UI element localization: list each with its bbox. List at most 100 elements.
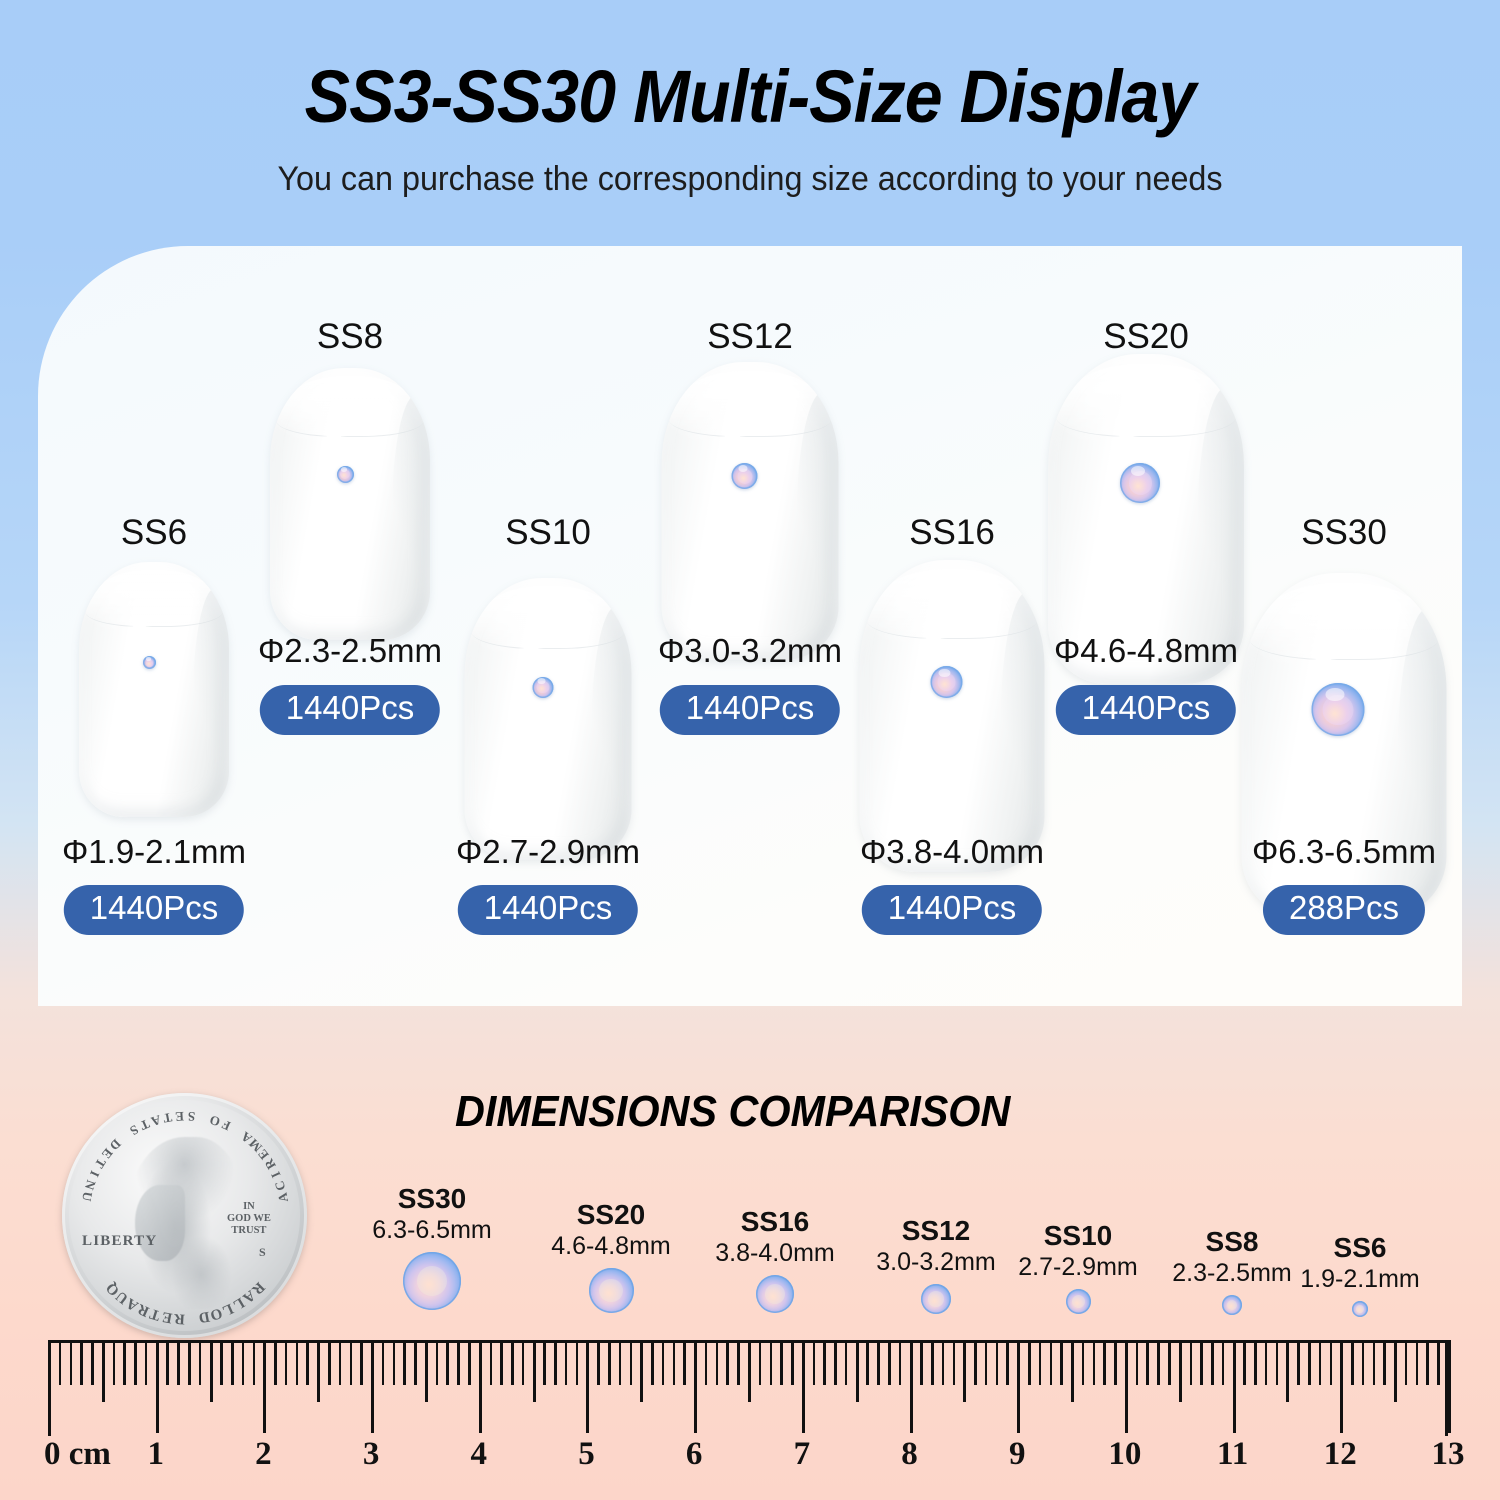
nail-dimension-label: Φ3.8-4.0mm — [859, 833, 1045, 870]
ruler-tick — [629, 1340, 633, 1385]
ruler-number: 12 — [1323, 1436, 1357, 1472]
ruler-tick — [844, 1340, 848, 1385]
ruler-tick — [1308, 1340, 1311, 1385]
ruler-tick — [974, 1340, 977, 1385]
nail-dimension-label: Φ6.3-6.5mm — [1251, 833, 1437, 870]
comparison-rhinestone-ss16 — [756, 1275, 794, 1313]
coin-motto-line-2: GOD WE — [227, 1213, 271, 1225]
ruler-tick — [381, 1340, 385, 1385]
nail-size-label: SS20 — [1103, 317, 1189, 356]
ruler-tick — [198, 1340, 202, 1385]
ruler-tick — [704, 1340, 708, 1385]
comparison-size-label: SS12 — [901, 1215, 971, 1246]
ruler-tick — [1394, 1340, 1398, 1402]
ruler-tick — [791, 1340, 794, 1385]
ruler-tick — [371, 1340, 375, 1433]
ruler-tick — [511, 1340, 514, 1385]
ruler-tick — [1038, 1340, 1042, 1385]
ruler-tick — [694, 1340, 698, 1433]
nail-tip-shape — [464, 578, 632, 860]
ruler-tick — [478, 1340, 482, 1433]
ruler-tick — [898, 1340, 902, 1385]
ruler-tick — [1383, 1340, 1386, 1385]
ruler-tick — [866, 1340, 869, 1385]
ruler-tick — [640, 1340, 644, 1402]
quantity-badge: 1440Pcs — [1055, 685, 1237, 735]
ruler-tick — [414, 1340, 417, 1385]
ruler-tick — [726, 1340, 729, 1385]
nail-size-label: SS8 — [316, 317, 384, 356]
ruler-number: 4 — [470, 1436, 488, 1472]
ruler-tick — [608, 1340, 611, 1385]
ruler-number: 1 — [147, 1436, 164, 1472]
coin-mintmark: S — [259, 1245, 266, 1259]
ruler-tick — [457, 1340, 460, 1385]
ruler-tick — [263, 1340, 267, 1433]
ruler-tick — [1135, 1340, 1139, 1385]
ruler-tick — [1081, 1340, 1085, 1385]
comparison-dimension-label: 2.3-2.5mm — [1172, 1259, 1292, 1287]
ruler-tick — [1060, 1340, 1063, 1385]
comparison-size-label: SS6 — [1333, 1232, 1387, 1263]
ruler-tick — [1329, 1340, 1333, 1385]
nail-highlight-glint — [327, 422, 341, 451]
page-title: SS3-SS30 Multi-Size Display — [304, 55, 1197, 138]
ruler-tick — [1178, 1340, 1182, 1402]
nail-dimension-label: Φ2.7-2.9mm — [455, 833, 641, 870]
ruler-tick — [1028, 1340, 1031, 1385]
nail-size-label: SS6 — [120, 513, 188, 552]
ruler-tick — [1404, 1340, 1408, 1385]
ruler-tick — [521, 1340, 525, 1385]
ruler-tick — [112, 1340, 116, 1385]
ruler-tick — [661, 1340, 665, 1385]
rhinestone-ss8 — [336, 465, 354, 483]
quantity-badge: 1440Pcs — [659, 685, 841, 735]
nail-highlight-glint — [724, 415, 741, 447]
nail-tip-shape — [1048, 354, 1244, 684]
nail-dimension-label: Φ2.3-2.5mm — [257, 632, 443, 669]
ruler-tick — [155, 1340, 159, 1433]
ruler-number: 13 — [1431, 1436, 1465, 1472]
nail-highlight-glint — [523, 631, 539, 661]
ruler-tick — [812, 1340, 816, 1385]
ruler-tick — [91, 1340, 94, 1385]
ruler-right-edge — [1445, 1340, 1448, 1436]
ruler-tick — [349, 1340, 353, 1385]
comparison-rhinestone-ss20 — [588, 1268, 634, 1313]
ruler-tick — [941, 1340, 945, 1385]
ruler-tick — [995, 1340, 999, 1385]
comparison-size-label: SS30 — [397, 1183, 467, 1214]
quantity-badge: 1440Pcs — [861, 885, 1043, 935]
comparison-dimension-label: 4.6-4.8mm — [551, 1232, 671, 1260]
ruler-tick — [618, 1340, 622, 1385]
ruler-tick — [58, 1340, 62, 1385]
ruler-tick — [1232, 1340, 1236, 1433]
nail-highlight-glint — [1117, 410, 1135, 445]
ruler-tick — [758, 1340, 762, 1385]
comparison-dimension-label: 3.0-3.2mm — [876, 1248, 996, 1276]
ruler-tick — [468, 1340, 471, 1385]
ruler-tick — [274, 1340, 277, 1385]
comparison-rhinestone-ss12 — [921, 1284, 951, 1314]
ruler-number: 3 — [362, 1436, 380, 1472]
ruler-tick — [532, 1340, 536, 1402]
page-header: SS3-SS30 Multi-Size Display You can purc… — [0, 0, 1500, 232]
ruler-tick — [1426, 1340, 1429, 1385]
comparison-size-label: SS10 — [1043, 1220, 1113, 1251]
ruler-tick — [295, 1340, 299, 1385]
ruler-tick — [424, 1340, 428, 1402]
nail-tip-shape — [270, 368, 430, 640]
comparison-item-ss12: SS12 3.0-3.2mm — [846, 1215, 1026, 1314]
nail-tip-surface — [1048, 354, 1244, 684]
page-subtitle: You can purchase the corresponding size … — [277, 160, 1223, 198]
coin-motto-line-3: TRUST — [231, 1225, 267, 1237]
ruler-tick — [586, 1340, 590, 1433]
ruler-tick — [888, 1340, 891, 1385]
ruler-tick — [1351, 1340, 1354, 1385]
ruler-tick — [220, 1340, 223, 1385]
ruler-tick — [1340, 1340, 1344, 1433]
ruler-tick — [1372, 1340, 1376, 1385]
ruler: 0 cm 1 2 3 4 5 6 7 8 9 10 11 12 13 — [44, 1340, 1465, 1472]
ruler-tick — [317, 1340, 321, 1402]
